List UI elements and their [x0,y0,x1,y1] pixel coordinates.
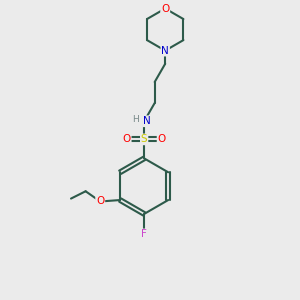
Text: O: O [161,4,169,14]
Text: O: O [122,134,131,144]
Text: S: S [141,134,148,144]
Text: O: O [158,134,166,144]
Text: O: O [96,196,104,206]
Text: H: H [133,115,139,124]
Text: N: N [161,46,169,56]
Text: F: F [141,230,147,239]
Text: N: N [143,116,151,126]
